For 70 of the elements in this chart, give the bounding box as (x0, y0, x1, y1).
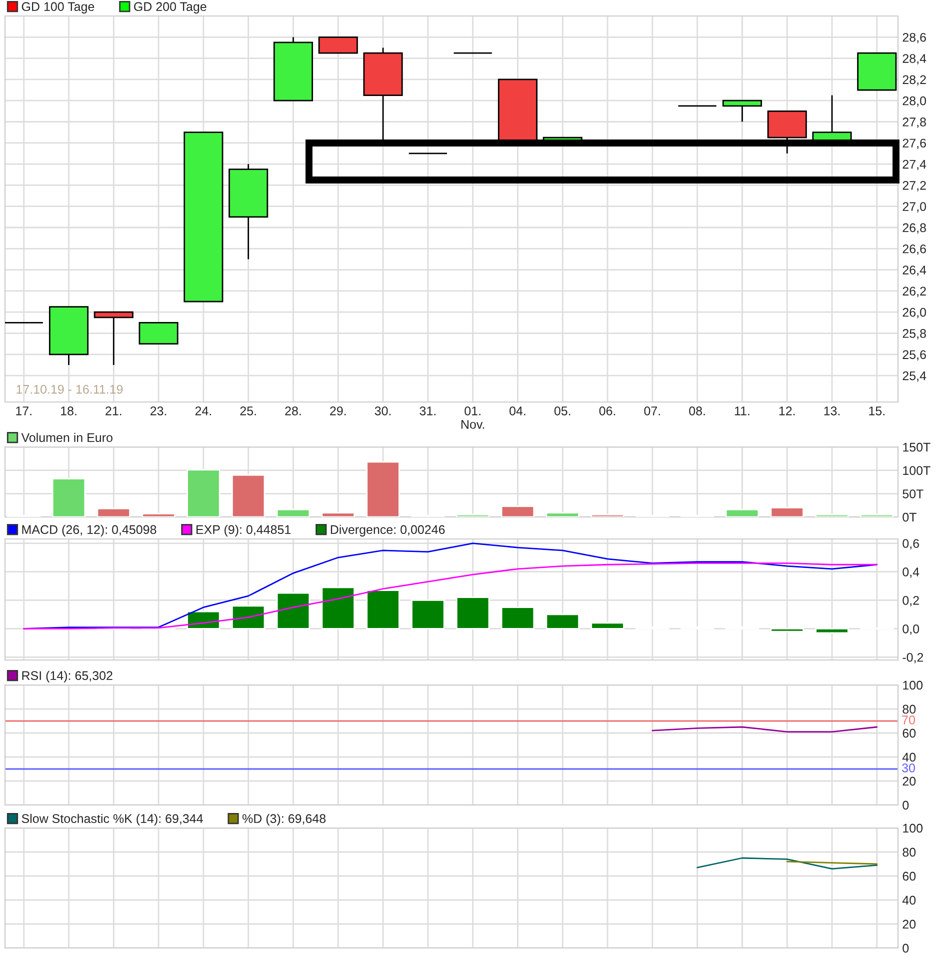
x-tick-label: 01. Nov. (461, 406, 484, 429)
y-tick-label: 25,8 (902, 329, 926, 340)
y-tick-label: 0T (902, 512, 916, 522)
y-tick-label: 26,8 (902, 223, 926, 234)
legend-label: MACD (26, 12): 0,45098 (22, 524, 156, 536)
y-tick-label: 0,2 (902, 596, 919, 606)
x-tick-label: 12. (779, 406, 795, 416)
x-tick-label: 11. (734, 406, 750, 416)
y-tick-label: 0,6 (902, 539, 919, 550)
x-tick-label: 08. (689, 406, 705, 416)
annotation: 17.10.19 - 16.11.19 (16, 384, 123, 394)
y-tick-label: 25,6 (902, 350, 926, 361)
x-tick-label: 04. (510, 406, 526, 416)
y-tick-label: 27,6 (902, 138, 926, 150)
y-tick-label: 26,6 (902, 244, 926, 255)
y-tick-label: 27,4 (902, 160, 926, 170)
x-tick-label: 23. (150, 406, 166, 416)
y-tick-label: 26,2 (902, 286, 926, 298)
x-tick-label: 29. (330, 406, 346, 416)
y-tick-label: 40 (902, 896, 916, 905)
y-tick-label: 26,0 (902, 308, 926, 318)
y-tick-label: 25,4 (902, 371, 926, 382)
y-tick-label: 28,6 (902, 32, 926, 44)
ref-line-label: 70 (902, 716, 915, 724)
legend-label: Volumen in Euro (21, 432, 112, 442)
ref-line-label: 30 (902, 764, 915, 772)
y-tick-label: 60 (902, 872, 916, 881)
x-tick-label: 31. (420, 406, 436, 416)
y-tick-label: 50T (902, 489, 924, 498)
y-tick-label: 20 (902, 776, 916, 786)
legend-label: GD 100 Tage (22, 2, 94, 14)
x-tick-label: 28. (285, 406, 301, 416)
x-tick-label: 18. (61, 406, 76, 416)
y-tick-label: 20 (902, 920, 916, 929)
x-tick-label: 25. (240, 406, 256, 416)
y-tick-label: 100T (903, 466, 930, 475)
y-tick-label: 150T (903, 442, 930, 452)
x-tick-label: 13. (824, 406, 840, 416)
y-tick-label: 28,0 (902, 96, 926, 107)
y-tick-label: 60 (902, 728, 916, 738)
x-tick-label: 24. (195, 406, 211, 416)
x-tick-label: 21. (106, 406, 122, 416)
y-tick-label: 26,4 (902, 266, 926, 276)
legend-label: RSI (14): 65,302 (22, 670, 112, 682)
y-tick-label: 100 (903, 824, 923, 833)
x-tick-label: 30. (374, 406, 391, 416)
y-tick-label: 80 (902, 704, 916, 714)
x-tick-label: 15. (869, 406, 884, 416)
y-tick-label: 40 (902, 752, 916, 762)
y-tick-label: 28,2 (902, 75, 926, 86)
y-tick-label: 80 (902, 848, 916, 857)
y-tick-label: 28,4 (902, 54, 926, 64)
y-tick-label: 0,0 (902, 624, 920, 635)
y-tick-label: 100 (903, 680, 923, 690)
legend-label: %D (3): 69,648 (242, 814, 326, 826)
legend-label: EXP (9): 0,44851 (196, 524, 291, 536)
y-tick-label: 0 (902, 944, 909, 953)
x-tick-label: 06. (599, 406, 616, 416)
y-tick-label: 0 (902, 800, 909, 810)
x-tick-label: 05. (554, 406, 570, 416)
legend-label: Divergence: 0,00246 (330, 524, 445, 536)
x-tick-label: 17. (16, 406, 32, 416)
legend-label: Slow Stochastic %K (14): 69,344 (22, 814, 203, 826)
x-tick-label: 07. (644, 406, 660, 416)
legend-label: GD 200 Tage (134, 2, 206, 14)
y-tick-label: 27,2 (902, 181, 926, 192)
y-tick-label: 0,4 (902, 568, 920, 578)
y-tick-label: 27,8 (902, 118, 926, 128)
y-tick-label: -0,2 (902, 652, 924, 664)
y-tick-label: 27,0 (902, 202, 926, 212)
